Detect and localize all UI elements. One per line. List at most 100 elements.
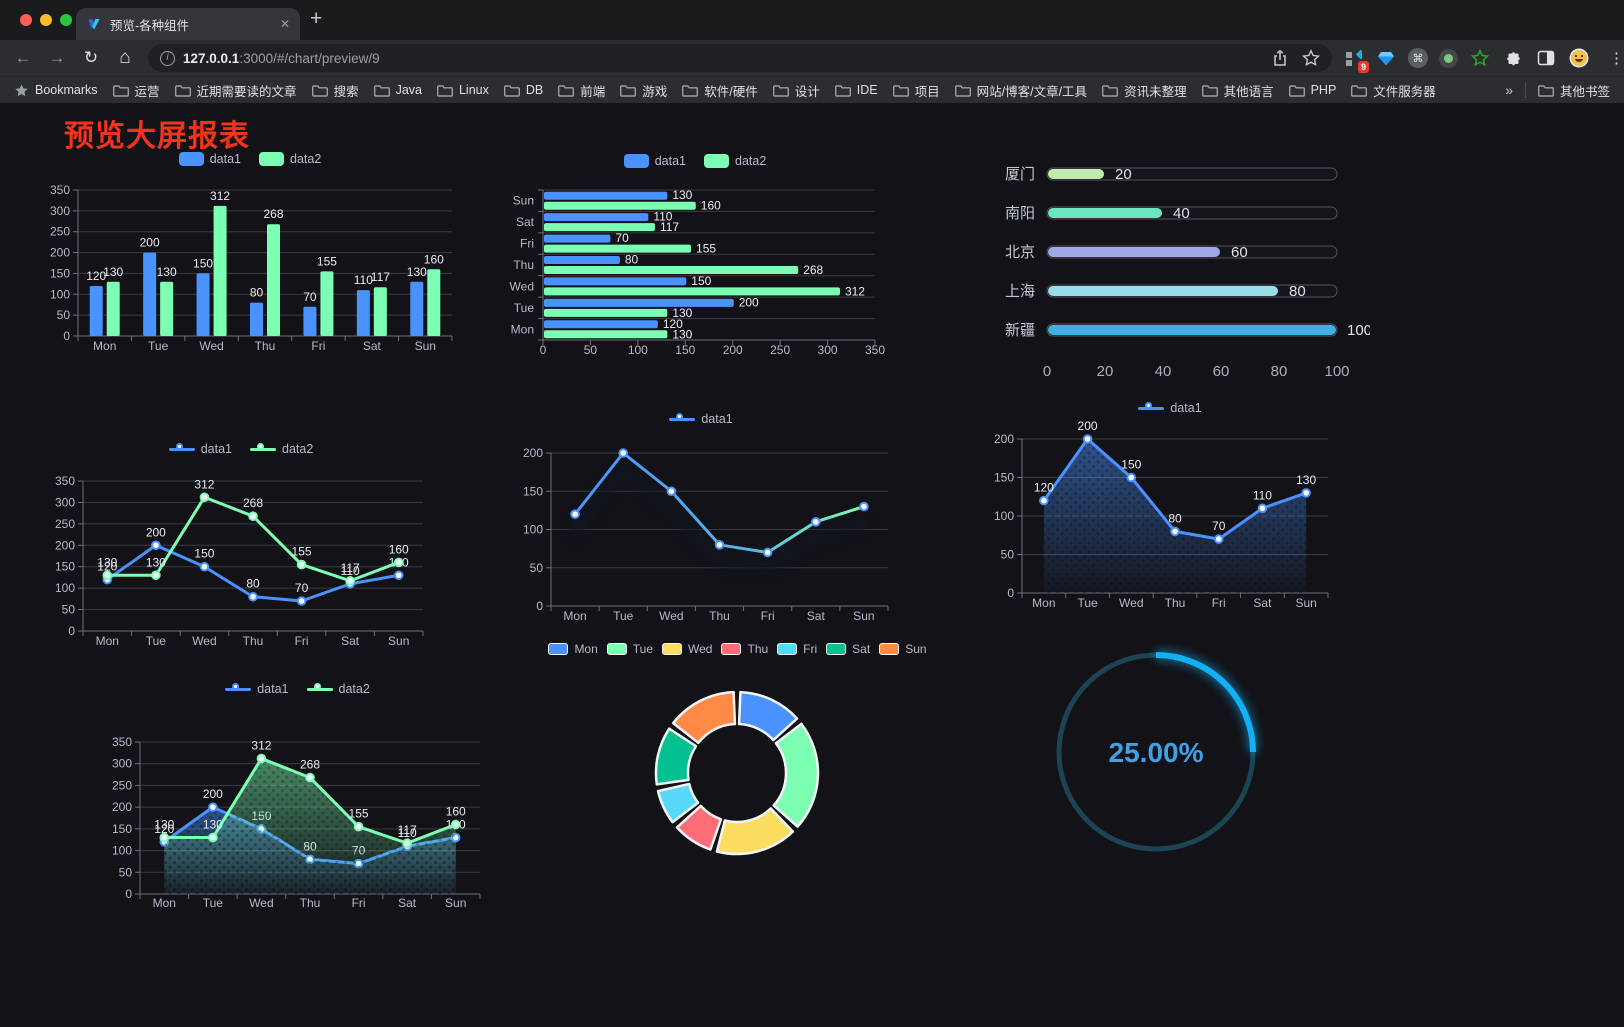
bookmarks-overflow-chevron[interactable]: »	[1505, 82, 1513, 98]
bookmark-star-icon[interactable]	[1302, 49, 1320, 67]
chart-grouped-bar[interactable]: 0 50 100 150 200 250 300 350 Mon Tue Wed Thu Fri Sat S…	[40, 146, 460, 360]
legend-item-data1[interactable]: data1	[225, 682, 289, 696]
extension-command-icon[interactable]: ⌘	[1408, 48, 1428, 68]
svg-text:50: 50	[57, 308, 71, 322]
sidebar-toggle-icon[interactable]	[1535, 47, 1557, 69]
svg-text:200: 200	[146, 525, 166, 539]
browser-tab[interactable]: 预览-各种组件 ✕	[76, 8, 300, 40]
bar-chart-canvas: 0 50 100 150 200 250 300 350 Mon Tue Wed Thu Fri Sat S…	[50, 183, 453, 353]
legend-item-Wed[interactable]: Wed	[662, 642, 712, 656]
bookmark-folder[interactable]: 前端	[558, 81, 605, 100]
back-icon[interactable]: ←	[14, 48, 32, 67]
chart-line-two-series[interactable]: 0 50 100 150 200 250 300 350 Mon Tue Wed Thu Fri Sat S…	[42, 438, 440, 652]
bookmark-folder[interactable]: Linux	[436, 83, 489, 97]
close-window-button[interactable]	[20, 14, 32, 26]
bookmark-folder[interactable]: 设计	[772, 81, 820, 100]
reload-icon[interactable]: ↻	[83, 48, 99, 67]
extension-badge: 9	[1357, 61, 1369, 73]
chart-capsule-bar[interactable]: 厦门 20 南阳 40 北京 60 上海 80 新疆 100 0 20 40 60 80 100	[985, 146, 1372, 386]
svg-text:200: 200	[50, 246, 70, 260]
site-info-icon[interactable]: i	[160, 50, 175, 66]
bookmark-folder[interactable]: DB	[503, 83, 543, 97]
bookmark-folder[interactable]: 软件/硬件	[682, 81, 758, 100]
new-tab-button[interactable]: +	[310, 7, 323, 30]
extension-green-star-icon[interactable]	[1469, 47, 1491, 69]
legend-item-data1[interactable]: data1	[669, 412, 733, 426]
svg-text:130: 130	[407, 265, 427, 279]
legend-item-Thu[interactable]: Thu	[721, 642, 768, 656]
svg-text:Wed: Wed	[1119, 596, 1143, 610]
bookmark-folder[interactable]: 资讯未整理	[1102, 81, 1187, 100]
svg-text:110: 110	[354, 273, 373, 287]
profile-avatar[interactable]	[1568, 47, 1590, 69]
bookmark-folder[interactable]: 搜索	[311, 81, 359, 100]
chart-line-gradient[interactable]: 0 50 100 150 200 Mon Tue Wed Thu Fri Sat Sun data1	[505, 400, 897, 626]
svg-text:350: 350	[865, 343, 885, 357]
bookmark-folder[interactable]: 网站/博客/文章/工具	[954, 81, 1087, 100]
extension-grid-icon[interactable]: 9	[1342, 47, 1369, 73]
chart-area-single[interactable]: 0 50 100 150 200 Mon Tue Wed Thu Fri Sat Sun 120 200 1…	[988, 388, 1352, 614]
svg-text:80: 80	[1168, 511, 1182, 525]
svg-text:350: 350	[112, 735, 132, 749]
bookmark-folder[interactable]: 文件服务器	[1351, 81, 1436, 100]
browser-menu-icon[interactable]: ⋮	[1609, 50, 1624, 67]
extension-record-icon[interactable]	[1439, 48, 1458, 68]
svg-text:250: 250	[770, 343, 790, 357]
svg-text:Sun: Sun	[445, 896, 466, 910]
tab-close-icon[interactable]: ✕	[279, 17, 290, 31]
svg-text:130: 130	[154, 818, 174, 832]
legend-item-data1[interactable]: data1	[623, 154, 686, 168]
legend-item-data2[interactable]: data2	[704, 154, 766, 168]
svg-text:70: 70	[615, 231, 629, 245]
chart-area-two-series[interactable]: 0 50 100 150 200 250 300 350 Mon Tue Wed Thu Fri Sat S…	[105, 676, 490, 913]
svg-text:200: 200	[140, 236, 160, 250]
svg-text:100: 100	[523, 523, 543, 537]
bookmark-folder[interactable]: Java	[373, 83, 422, 97]
other-bookmarks-folder[interactable]: 其他书签	[1537, 81, 1610, 100]
zoom-window-button[interactable]	[60, 14, 72, 26]
bookmarks-manager-item[interactable]: Bookmarks	[14, 83, 98, 98]
chart-progress-ring[interactable]: 25.00%	[1048, 643, 1264, 863]
legend-item-Fri[interactable]: Fri	[777, 642, 817, 656]
bookmark-folder[interactable]: 近期需要读的文章	[174, 81, 297, 100]
tab-bar: 预览-各种组件 ✕ +	[0, 0, 1624, 40]
line-chart-canvas: 0 50 100 150 200 Mon Tue Wed Thu Fri Sat Sun 120 200 1…	[994, 419, 1329, 610]
svg-text:300: 300	[112, 757, 132, 771]
svg-text:Wed: Wed	[659, 609, 683, 623]
bookmark-folder[interactable]: 其他语言	[1201, 81, 1274, 100]
svg-text:Sat: Sat	[1253, 596, 1272, 610]
svg-text:Thu: Thu	[255, 339, 276, 353]
bookmark-folder[interactable]: PHP	[1288, 83, 1336, 97]
legend-item-data1[interactable]: data1	[168, 442, 232, 456]
legend-item-Sat[interactable]: Sat	[826, 642, 870, 656]
svg-text:Fri: Fri	[1212, 596, 1226, 610]
svg-text:117: 117	[371, 270, 390, 284]
svg-text:60: 60	[1213, 363, 1230, 380]
home-icon[interactable]: ⌂	[119, 47, 131, 68]
legend-item-Tue[interactable]: Tue	[606, 642, 653, 656]
minimize-window-button[interactable]	[40, 14, 52, 26]
svg-text:300: 300	[818, 343, 838, 357]
chart-horizontal-bar[interactable]: 0 50 100 150 200 250 300 350 Mon 120 130 Tue 200 130 W…	[495, 146, 895, 362]
legend-item-data2[interactable]: data2	[259, 152, 321, 166]
address-bar[interactable]: i 127.0.0.1:3000/#/chart/preview/9	[148, 44, 1332, 72]
legend-item-data2[interactable]: data2	[306, 682, 370, 696]
bookmark-folder[interactable]: IDE	[834, 83, 878, 97]
legend-item-data2[interactable]: data2	[250, 442, 313, 456]
bookmark-folder[interactable]: 运营	[112, 81, 160, 100]
share-icon[interactable]	[1272, 49, 1288, 67]
extensions-puzzle-icon[interactable]	[1502, 47, 1524, 69]
bookmark-folder[interactable]: 项目	[892, 81, 940, 100]
svg-text:312: 312	[251, 739, 271, 753]
extension-gem-icon[interactable]	[1375, 47, 1397, 69]
legend-item-data1[interactable]: data1	[178, 152, 241, 166]
legend-item-data1[interactable]: data1	[1138, 401, 1202, 415]
forward-icon[interactable]: →	[48, 48, 66, 67]
svg-text:100: 100	[994, 509, 1014, 523]
chart-donut-pie[interactable]: Mon Tue Wed Thu Fri Sat Sun	[545, 634, 930, 892]
legend-item-Sun[interactable]: Sun	[879, 642, 927, 656]
legend-item-Mon[interactable]: Mon	[548, 642, 598, 656]
bookmark-folder[interactable]: 游戏	[620, 81, 667, 100]
legend-marker	[662, 643, 683, 655]
